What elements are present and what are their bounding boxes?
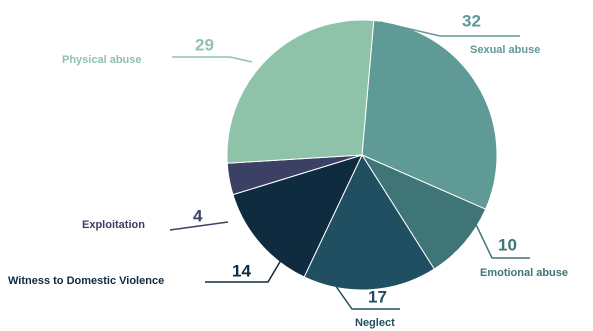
leader-line (334, 284, 400, 310)
value-label: 29 (195, 35, 214, 54)
category-label: Physical abuse (62, 54, 142, 66)
leader-line (469, 211, 530, 259)
value-label: 17 (368, 287, 387, 306)
pie-slice (361, 19, 498, 210)
category-label: Witness to Domestic Violence (8, 275, 164, 287)
pie-slice (360, 153, 487, 270)
leader-line (169, 221, 229, 231)
value-label: 32 (462, 11, 481, 30)
category-label: Neglect (355, 317, 395, 329)
value-label: 10 (498, 235, 517, 254)
value-label: 14 (232, 261, 251, 280)
pie-slice (226, 19, 375, 164)
leader-line (379, 21, 520, 37)
value-label: 4 (193, 206, 203, 225)
pie-slice (303, 153, 435, 291)
leader-line (205, 244, 291, 283)
leader-line (172, 56, 253, 63)
category-label: Sexual abuse (470, 44, 540, 56)
category-label: Emotional abuse (480, 267, 568, 279)
category-label: Exploitation (82, 219, 145, 231)
pie-slice (232, 154, 363, 278)
